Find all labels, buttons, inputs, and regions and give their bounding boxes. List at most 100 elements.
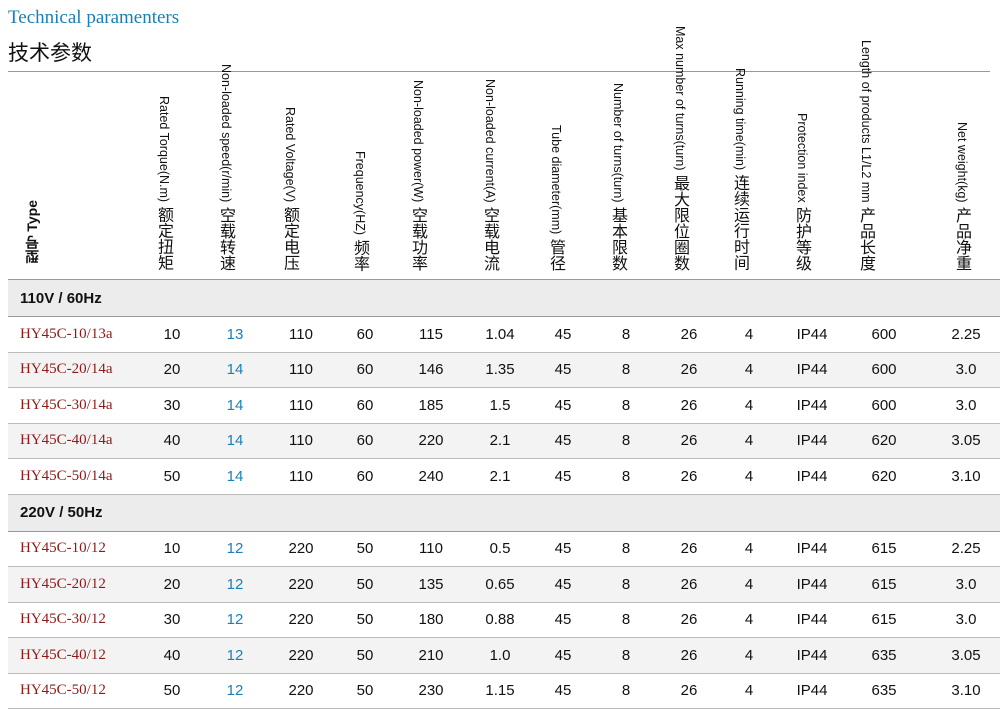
cell-torque: 40 bbox=[140, 423, 204, 459]
cell-model: HY45C-40/12 bbox=[8, 637, 140, 674]
header-frequency-en: Frequency(HZ) bbox=[353, 150, 367, 235]
cell-current: 1.35 bbox=[468, 352, 532, 388]
cell-speed: 14 bbox=[204, 352, 266, 388]
table-row: HY45C-20/12 20 12 220 50 135 0.65 45 8 26 4 IP44 615… bbox=[8, 566, 1000, 603]
cell-model: HY45C-10/12 bbox=[8, 531, 140, 567]
header-length: Length of products L1/L2 mm 产品长度 bbox=[846, 40, 922, 280]
header-length-zh: 产品长度 bbox=[857, 207, 876, 271]
cell-protection: IP44 bbox=[778, 316, 846, 353]
group-label: 110V / 60Hz bbox=[8, 279, 1000, 317]
cell-length: 600 bbox=[846, 387, 922, 424]
header-torque-en: Rated Torque(N.m) bbox=[157, 96, 171, 203]
cell-power: 240 bbox=[394, 458, 468, 495]
cell-running: 4 bbox=[720, 602, 778, 638]
cell-tube: 45 bbox=[532, 531, 594, 567]
cell-frequency: 60 bbox=[336, 316, 394, 353]
cell-frequency: 60 bbox=[336, 458, 394, 495]
header-protection: Protection index 防护等级 bbox=[778, 72, 846, 280]
header-max-turns-zh: 最大限位圈数 bbox=[671, 175, 690, 271]
cell-max-turns: 26 bbox=[658, 423, 720, 459]
cell-weight: 3.10 bbox=[922, 458, 1000, 495]
title-english: Technical paramenters bbox=[8, 7, 180, 28]
header-voltage-en: Rated Voltage(V) bbox=[283, 107, 297, 203]
cell-speed: 14 bbox=[204, 387, 266, 424]
cell-current: 1.0 bbox=[468, 637, 532, 674]
cell-torque: 50 bbox=[140, 458, 204, 495]
cell-tube: 45 bbox=[532, 637, 594, 674]
header-current-zh: 空载电流 bbox=[481, 207, 500, 271]
header-tube-zh: 管径 bbox=[547, 239, 566, 271]
cell-tube: 45 bbox=[532, 423, 594, 459]
cell-current: 1.04 bbox=[468, 316, 532, 353]
cell-max-turns: 26 bbox=[658, 531, 720, 567]
cell-power: 180 bbox=[394, 602, 468, 638]
cell-frequency: 50 bbox=[336, 566, 394, 603]
cell-length: 620 bbox=[846, 458, 922, 495]
cell-speed: 13 bbox=[204, 316, 266, 353]
cell-power: 210 bbox=[394, 637, 468, 674]
cell-current: 0.5 bbox=[468, 531, 532, 567]
header-weight-en: Net weight(kg) bbox=[955, 121, 969, 203]
cell-power: 146 bbox=[394, 352, 468, 388]
cell-speed: 14 bbox=[204, 423, 266, 459]
header-max-turns-en: Max number of turns(turn) bbox=[673, 26, 687, 171]
header-torque: Rated Torque(N.m) 额定扭矩 bbox=[140, 72, 204, 280]
cell-voltage: 220 bbox=[266, 566, 336, 603]
cell-model: HY45C-50/12 bbox=[8, 673, 140, 709]
cell-frequency: 60 bbox=[336, 423, 394, 459]
table-row: HY45C-20/14a 20 14 110 60 146 1.35 45 8 26 4 IP44 60… bbox=[8, 352, 1000, 388]
cell-model: HY45C-10/13a bbox=[8, 316, 140, 353]
cell-frequency: 50 bbox=[336, 673, 394, 709]
cell-frequency: 60 bbox=[336, 387, 394, 424]
cell-voltage: 220 bbox=[266, 602, 336, 638]
cell-power: 185 bbox=[394, 387, 468, 424]
cell-running: 4 bbox=[720, 387, 778, 424]
cell-turns: 8 bbox=[594, 602, 658, 638]
cell-weight: 3.0 bbox=[922, 387, 1000, 424]
cell-max-turns: 26 bbox=[658, 566, 720, 603]
header-torque-zh: 额定扭矩 bbox=[155, 207, 174, 271]
cell-length: 620 bbox=[846, 423, 922, 459]
header-weight: Net weight(kg) 产品净重 bbox=[922, 72, 1000, 280]
cell-voltage: 220 bbox=[266, 673, 336, 709]
cell-length: 600 bbox=[846, 352, 922, 388]
cell-weight: 2.25 bbox=[922, 531, 1000, 567]
cell-model: HY45C-20/12 bbox=[8, 566, 140, 603]
cell-max-turns: 26 bbox=[658, 316, 720, 353]
cell-max-turns: 26 bbox=[658, 673, 720, 709]
cell-protection: IP44 bbox=[778, 673, 846, 709]
group-header-row: 220V / 50Hz bbox=[8, 494, 1000, 532]
header-turns-en: Number of turns(turn) bbox=[611, 83, 625, 203]
cell-current: 2.1 bbox=[468, 423, 532, 459]
header-frequency: Frequency(HZ) 频率 bbox=[336, 72, 394, 280]
cell-torque: 20 bbox=[140, 352, 204, 388]
cell-model: HY45C-30/14a bbox=[8, 387, 140, 424]
header-type-en: Type bbox=[24, 200, 40, 233]
cell-protection: IP44 bbox=[778, 387, 846, 424]
cell-power: 220 bbox=[394, 423, 468, 459]
cell-speed: 12 bbox=[204, 673, 266, 709]
top-divider bbox=[8, 71, 990, 72]
cell-torque: 30 bbox=[140, 387, 204, 424]
cell-length: 615 bbox=[846, 531, 922, 567]
table-row: HY45C-30/12 30 12 220 50 180 0.88 45 8 26 4 IP44 615… bbox=[8, 602, 1000, 638]
header-power-en: Non-loaded power(W) bbox=[411, 80, 425, 203]
cell-tube: 45 bbox=[532, 566, 594, 603]
cell-torque: 50 bbox=[140, 673, 204, 709]
header-max-turns: Max number of turns(turn) 最大限位圈数 bbox=[658, 26, 720, 280]
cell-turns: 8 bbox=[594, 531, 658, 567]
cell-tube: 45 bbox=[532, 352, 594, 388]
cell-model: HY45C-50/14a bbox=[8, 458, 140, 495]
header-voltage: Rated Voltage(V) 额定电压 bbox=[266, 72, 336, 280]
cell-frequency: 60 bbox=[336, 352, 394, 388]
header-frequency-zh: 频率 bbox=[351, 239, 370, 271]
cell-current: 1.5 bbox=[468, 387, 532, 424]
cell-max-turns: 26 bbox=[658, 352, 720, 388]
table-row: HY45C-30/14a 30 14 110 60 185 1.5 45 8 26 4 IP44 600… bbox=[8, 387, 1000, 424]
cell-frequency: 50 bbox=[336, 602, 394, 638]
header-protection-en: Protection index bbox=[795, 112, 809, 203]
cell-current: 2.1 bbox=[468, 458, 532, 495]
cell-power: 135 bbox=[394, 566, 468, 603]
header-turns-zh: 基本限数 bbox=[609, 207, 628, 271]
cell-running: 4 bbox=[720, 423, 778, 459]
